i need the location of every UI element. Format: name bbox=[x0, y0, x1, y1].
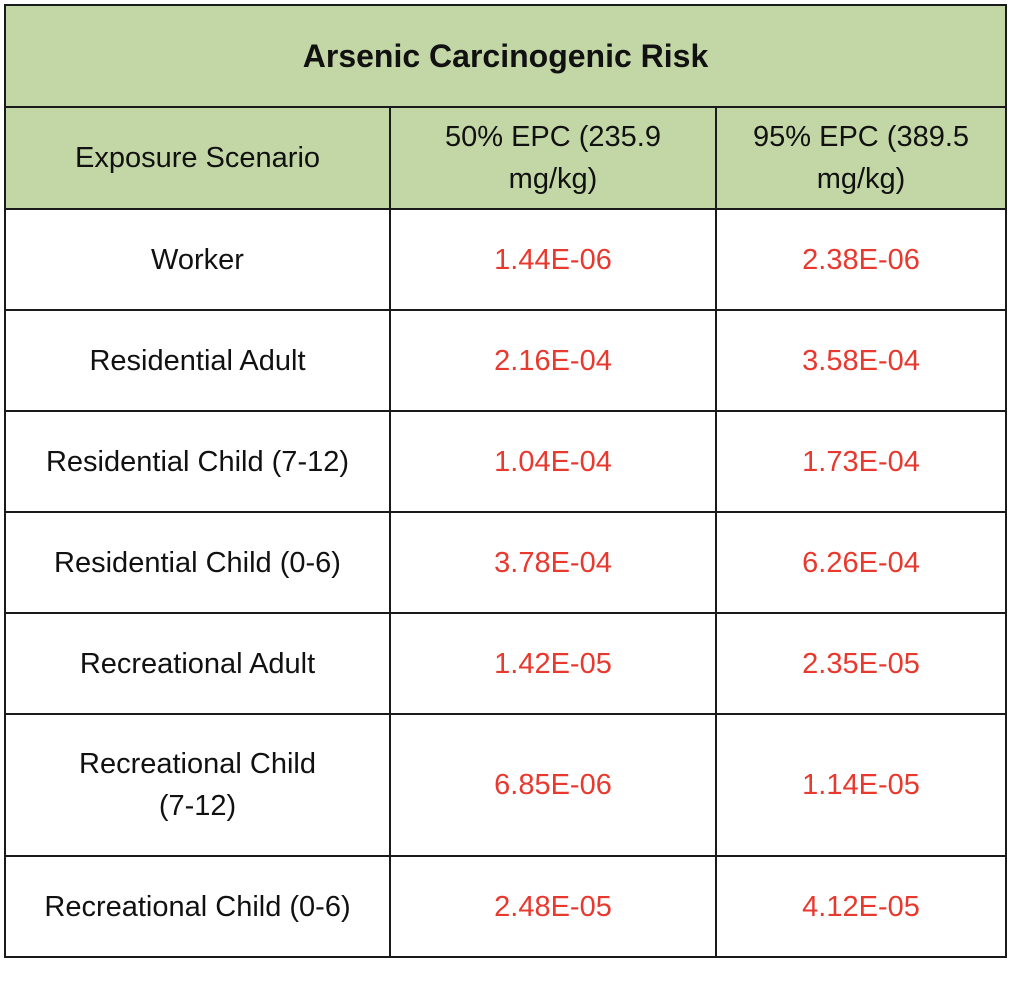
table-row: Residential Adult 2.16E-04 3.58E-04 bbox=[4, 309, 1008, 412]
epc50-value-cell: 2.48E-05 bbox=[389, 855, 717, 958]
epc50-value-cell: 1.42E-05 bbox=[389, 612, 717, 715]
epc95-value-cell: 2.38E-06 bbox=[714, 208, 1008, 311]
epc95-value-cell: 2.35E-05 bbox=[714, 612, 1008, 715]
title-row: Arsenic Carcinogenic Risk bbox=[3, 4, 1008, 108]
column-header-exposure-scenario: Exposure Scenario bbox=[4, 106, 391, 210]
column-header-epc-50: 50% EPC (235.9 mg/kg) bbox=[389, 106, 717, 210]
epc50-value-cell: 6.85E-06 bbox=[389, 713, 717, 857]
scenario-cell: Residential Adult bbox=[4, 309, 391, 412]
scenario-cell: Recreational Child (0-6) bbox=[4, 855, 391, 958]
scenario-cell: Residential Child (7-12) bbox=[4, 410, 391, 513]
epc50-value-cell: 3.78E-04 bbox=[389, 511, 717, 614]
table-row: Recreational Child (7-12) 6.85E-06 1.14E… bbox=[4, 713, 1008, 857]
table-title: Arsenic Carcinogenic Risk bbox=[3, 4, 1008, 108]
epc95-value-cell: 1.73E-04 bbox=[714, 410, 1008, 513]
table-row: Recreational Adult 1.42E-05 2.35E-05 bbox=[4, 612, 1008, 715]
epc50-value-cell: 2.16E-04 bbox=[389, 309, 717, 412]
table-row: Residential Child (7-12) 1.04E-04 1.73E-… bbox=[4, 410, 1008, 513]
scenario-cell: Worker bbox=[4, 208, 391, 311]
arsenic-risk-table: Arsenic Carcinogenic Risk Exposure Scena… bbox=[3, 4, 1008, 958]
epc95-value-cell: 1.14E-05 bbox=[714, 713, 1008, 857]
table-row: Recreational Child (0-6) 2.48E-05 4.12E-… bbox=[4, 855, 1008, 958]
epc50-value-cell: 1.04E-04 bbox=[389, 410, 717, 513]
header-row: Exposure Scenario 50% EPC (235.9 mg/kg) … bbox=[4, 106, 1008, 210]
epc95-value-cell: 3.58E-04 bbox=[714, 309, 1008, 412]
epc95-value-cell: 4.12E-05 bbox=[714, 855, 1008, 958]
table-row: Worker 1.44E-06 2.38E-06 bbox=[4, 208, 1008, 311]
scenario-cell: Recreational Child (7-12) bbox=[4, 713, 391, 857]
epc50-value-cell: 1.44E-06 bbox=[389, 208, 717, 311]
scenario-cell: Residential Child (0-6) bbox=[4, 511, 391, 614]
table-row: Residential Child (0-6) 3.78E-04 6.26E-0… bbox=[4, 511, 1008, 614]
epc95-value-cell: 6.26E-04 bbox=[714, 511, 1008, 614]
scenario-cell: Recreational Adult bbox=[4, 612, 391, 715]
column-header-epc-95: 95% EPC (389.5 mg/kg) bbox=[714, 106, 1008, 210]
